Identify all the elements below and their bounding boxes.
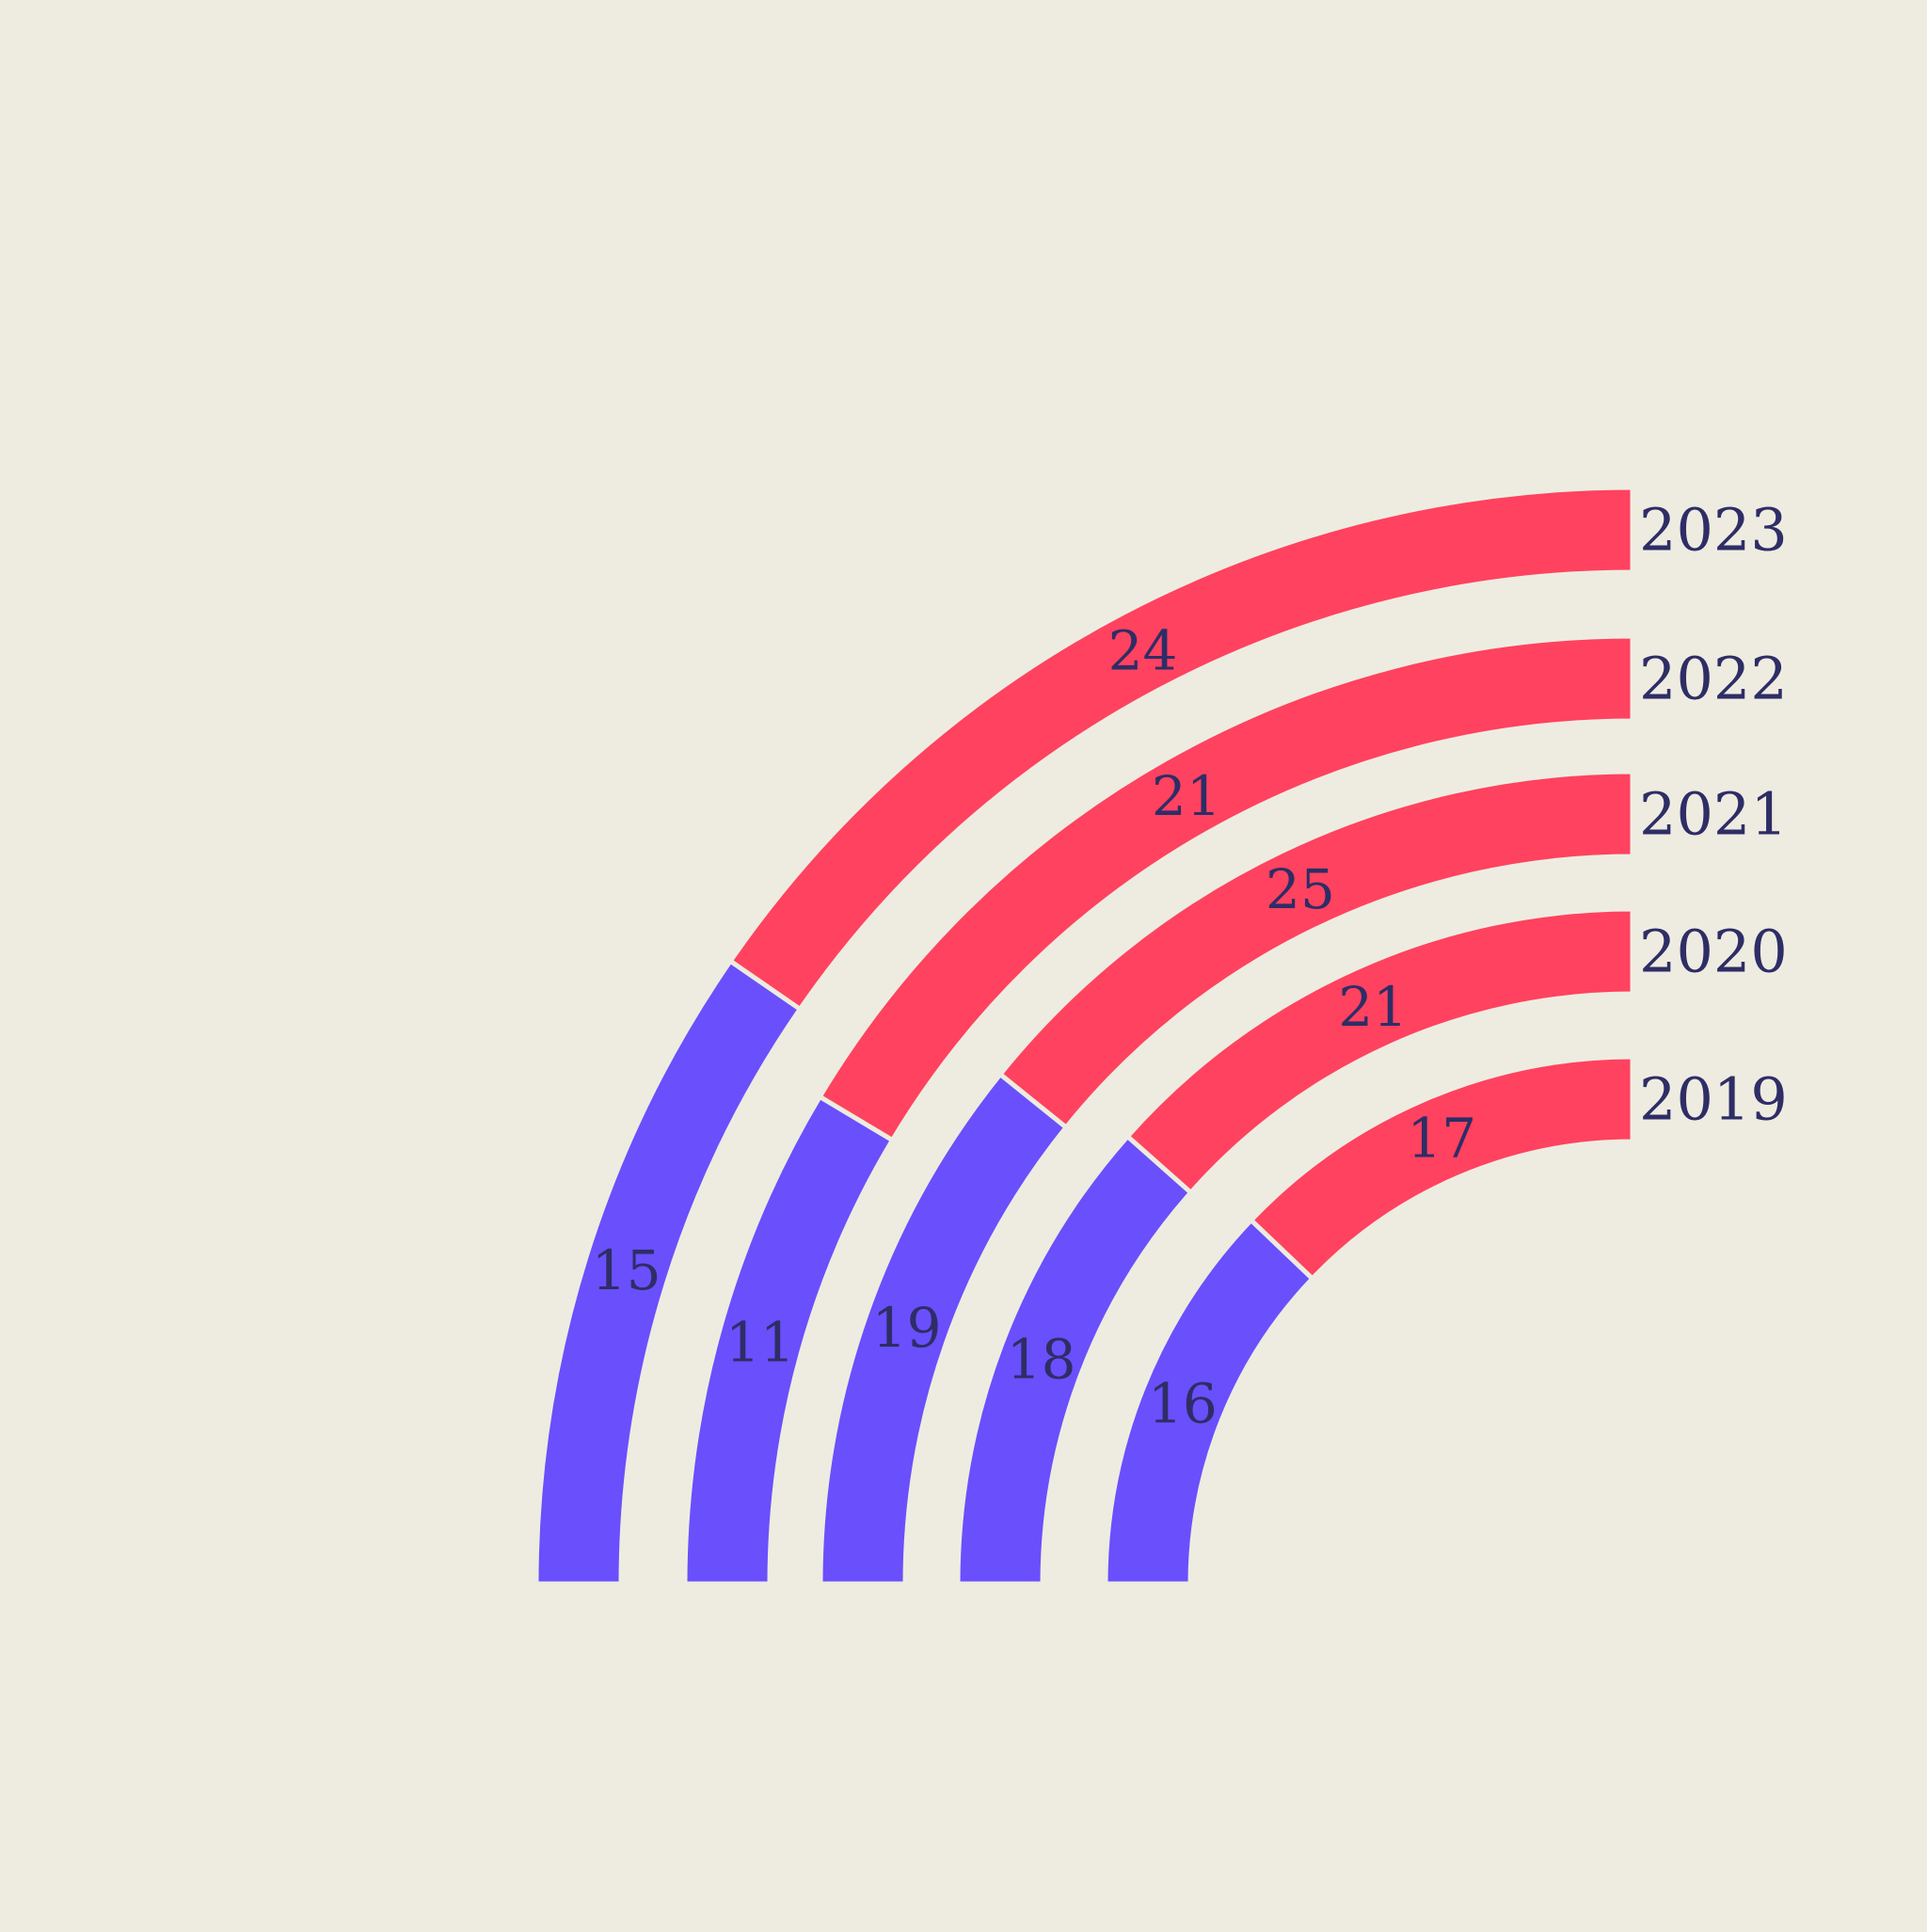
category-label-2023: 2023 <box>1639 496 1788 565</box>
data-label-2020-first: 18 <box>1007 1328 1076 1392</box>
data-label-2019-first: 16 <box>1148 1372 1218 1436</box>
category-label-2019: 2019 <box>1639 1065 1788 1134</box>
arc-segment-2022-second <box>816 633 1635 1143</box>
category-label-2021: 2021 <box>1639 780 1788 849</box>
category-label-2022: 2022 <box>1639 645 1788 713</box>
arc-segment-2021-second <box>996 769 1635 1131</box>
data-label-2021-second: 25 <box>1266 857 1335 921</box>
arc-segment-2019-second <box>1248 1054 1635 1283</box>
data-label-2020-second: 21 <box>1338 975 1408 1039</box>
data-label-2022-first: 11 <box>725 1310 795 1374</box>
data-label-2022-second: 21 <box>1152 764 1221 828</box>
data-label-2021-first: 19 <box>872 1296 942 1360</box>
data-label-2023-first: 15 <box>592 1238 661 1302</box>
category-label-2020: 2020 <box>1639 918 1788 986</box>
arc-segment-2023-second <box>726 485 1635 1013</box>
data-label-2023-second: 24 <box>1108 618 1178 682</box>
data-label-2019-second: 17 <box>1407 1107 1476 1171</box>
arc-segment-2020-second <box>1123 906 1635 1196</box>
